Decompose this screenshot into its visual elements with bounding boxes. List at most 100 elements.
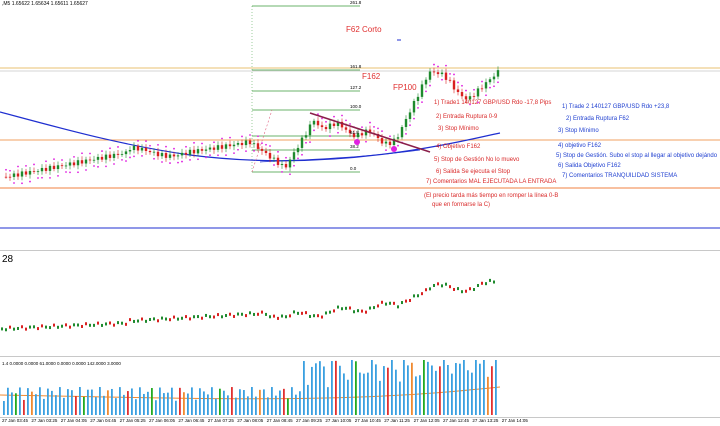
volume-bar	[143, 393, 145, 415]
psar-dot	[65, 171, 67, 173]
psar-dot	[169, 162, 171, 164]
fib-level-label: 261.8	[350, 0, 362, 5]
oscillator-bar	[117, 321, 119, 325]
volume-bar	[323, 366, 325, 415]
oscillator-bar	[149, 317, 151, 321]
psar-dot	[233, 152, 235, 155]
x-axis-label: 27 Jan 10:05	[325, 418, 352, 423]
candle-body	[128, 150, 132, 152]
oscillator-bar	[321, 315, 323, 319]
psar-dot	[137, 139, 139, 142]
psar-dot	[105, 165, 107, 168]
oscillator-bar	[361, 309, 363, 313]
candle-body	[256, 143, 260, 149]
oscillator-bar	[165, 317, 167, 321]
psar-dot	[421, 101, 423, 104]
candle-body	[460, 92, 464, 97]
psar-dot	[297, 157, 299, 160]
candle-body	[432, 71, 436, 73]
candle-body	[288, 159, 292, 168]
volume-bar	[47, 388, 49, 415]
volume-bar	[71, 390, 73, 415]
volume-bar	[347, 379, 349, 415]
oscillator-bar	[229, 312, 231, 316]
volume-bar	[467, 370, 469, 415]
candle-body	[196, 149, 200, 154]
oscillator-bar	[385, 302, 387, 306]
oscillator-bar	[381, 300, 383, 304]
candle-body	[328, 123, 332, 130]
psar-dot	[73, 155, 75, 158]
candle-body	[136, 145, 140, 151]
price-chart[interactable]	[0, 0, 720, 250]
volume-bar	[335, 360, 337, 415]
oscillator-bar	[193, 315, 195, 319]
oscillator-bar	[161, 316, 163, 320]
volume-bar	[279, 390, 281, 415]
candle-body	[120, 154, 124, 155]
x-axis-label: 27 Jan 05:25	[119, 418, 146, 423]
psar-dot	[469, 103, 471, 106]
volume-bar	[31, 391, 33, 415]
candle-body	[412, 100, 416, 113]
oscillator-bar	[25, 327, 27, 331]
oscillator-bar	[153, 317, 155, 321]
psar-dot	[441, 78, 443, 81]
volume-bar	[479, 363, 481, 415]
oscillator-bar	[409, 298, 411, 302]
oscillator-bar	[241, 312, 243, 316]
oscillator-bar	[13, 327, 15, 331]
x-axis-label: 27 Jan 10:45	[354, 418, 381, 423]
psar-dot	[273, 164, 275, 166]
candle-body	[264, 150, 268, 153]
oscillator-chart[interactable]	[0, 251, 720, 356]
volume-bar	[267, 397, 269, 415]
volume-bar	[7, 387, 9, 415]
volume-bar	[203, 391, 205, 415]
volume-bar	[315, 363, 317, 415]
candle-body	[368, 129, 372, 134]
candle-body	[392, 138, 396, 146]
candle-body	[388, 141, 392, 146]
oscillator-bar	[213, 315, 215, 319]
psar-dot	[109, 147, 111, 150]
oscillator-bar	[281, 314, 283, 318]
volume-bar	[327, 387, 329, 415]
volume-bar	[159, 387, 161, 415]
volume-bar	[487, 376, 489, 415]
oscillator-bar	[109, 321, 111, 325]
psar-dot	[317, 113, 319, 116]
psar-dot	[277, 150, 279, 153]
oscillator-bar	[317, 314, 319, 318]
volume-chart[interactable]	[0, 357, 720, 417]
oscillator-bar	[325, 311, 327, 315]
trend-line	[309, 112, 431, 153]
candle-body	[280, 163, 284, 165]
psar-dot	[13, 182, 15, 184]
panel-separator-2	[0, 356, 720, 357]
volume-bar	[303, 361, 305, 415]
volume-bar	[339, 365, 341, 415]
psar-dot	[33, 163, 35, 166]
volume-bar	[383, 366, 385, 415]
volume-bar	[459, 363, 461, 415]
oscillator-bar	[441, 284, 443, 288]
candle-body	[68, 162, 72, 166]
fib-level-label: 100.0	[350, 104, 362, 109]
psar-dot	[97, 165, 99, 168]
oscillator-bar	[97, 321, 99, 325]
volume-bar	[123, 394, 125, 415]
oscillator-bar	[421, 292, 423, 296]
psar-dot	[161, 161, 163, 163]
candle-body	[456, 89, 460, 93]
trade1-line: 7) Comentarios MAL EJECUTADA LA ENTRADA	[426, 179, 557, 185]
candle-body	[132, 145, 136, 151]
psar-dot	[285, 156, 287, 159]
dotted-fib-anchor	[251, 109, 273, 173]
psar-dot	[261, 142, 263, 145]
volume-bar	[107, 390, 109, 415]
oscillator-bar	[489, 278, 491, 282]
candle-body	[12, 173, 16, 177]
psar-dot	[497, 81, 499, 84]
volume-bar	[451, 373, 453, 415]
